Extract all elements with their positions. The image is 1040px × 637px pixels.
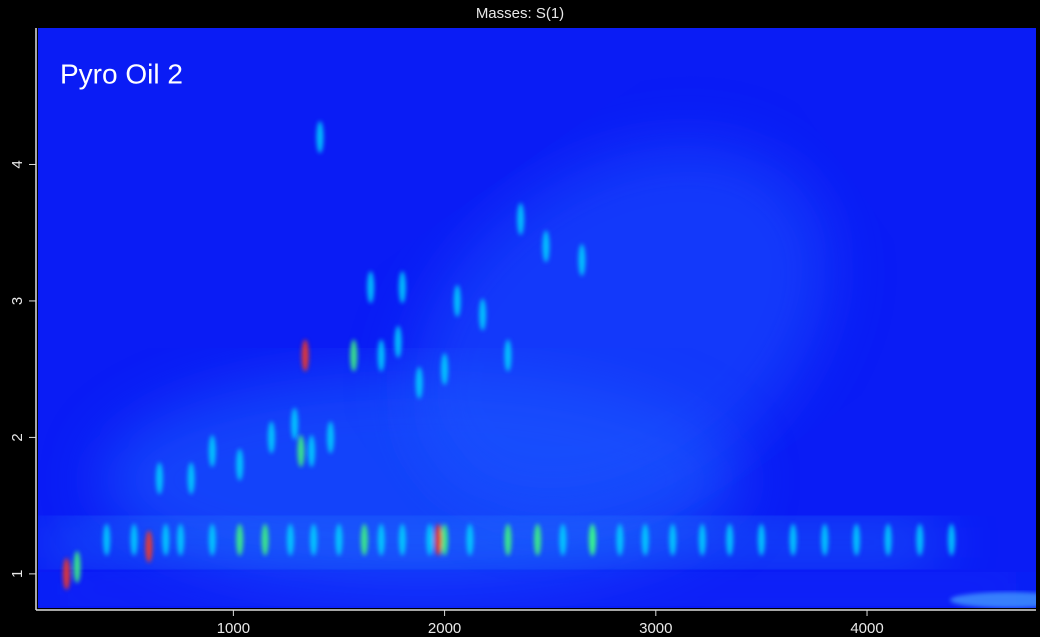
- peak: [327, 421, 335, 454]
- peak: [426, 523, 434, 556]
- peak: [434, 523, 442, 556]
- peak: [310, 523, 318, 556]
- peak: [884, 523, 892, 556]
- x-tick-label: 1000: [217, 620, 250, 637]
- peak: [187, 462, 195, 495]
- peak: [398, 271, 406, 304]
- peak: [534, 523, 542, 556]
- peak: [398, 523, 406, 556]
- peak: [377, 339, 385, 372]
- peak: [63, 557, 71, 590]
- peak: [301, 339, 309, 372]
- peak: [236, 448, 244, 481]
- peak: [517, 203, 525, 236]
- peak: [316, 121, 324, 154]
- peak: [698, 523, 706, 556]
- peak: [504, 339, 512, 372]
- peak: [466, 523, 474, 556]
- peak: [177, 523, 185, 556]
- peak: [616, 523, 624, 556]
- peak: [377, 523, 385, 556]
- peak: [669, 523, 677, 556]
- peak: [208, 435, 216, 468]
- peak: [559, 523, 567, 556]
- peak: [821, 523, 829, 556]
- peak: [479, 298, 487, 331]
- glow: [40, 144, 1036, 608]
- peak: [441, 353, 449, 386]
- peak: [261, 523, 269, 556]
- peak: [948, 523, 956, 556]
- y-tick-label: 4: [9, 160, 26, 168]
- peak: [145, 530, 153, 563]
- annotation: Pyro Oil 2: [60, 58, 183, 89]
- peak: [236, 523, 244, 556]
- peak: [542, 230, 550, 263]
- peak: [441, 523, 449, 556]
- y-tick-label: 1: [9, 570, 26, 578]
- peak: [415, 366, 423, 399]
- peaks: [63, 121, 956, 590]
- peak: [130, 523, 138, 556]
- peak: [504, 523, 512, 556]
- peak: [757, 523, 765, 556]
- peak: [73, 551, 81, 584]
- peak: [453, 284, 461, 317]
- x-tick-label: 3000: [639, 620, 672, 637]
- peak: [308, 435, 316, 468]
- peak: [103, 523, 111, 556]
- peak: [286, 523, 294, 556]
- peak: [291, 407, 299, 440]
- peak: [367, 271, 375, 304]
- peak: [588, 523, 596, 556]
- peak: [267, 421, 275, 454]
- x-tick-label: 4000: [850, 620, 883, 637]
- y-tick-label: 2: [9, 433, 26, 441]
- x-tick-label: 2000: [428, 620, 461, 637]
- y-tick-label: 3: [9, 297, 26, 305]
- peak: [297, 435, 305, 468]
- peak: [916, 523, 924, 556]
- peak: [360, 523, 368, 556]
- chart-title: Masses: S(1): [476, 5, 564, 22]
- peak: [726, 523, 734, 556]
- peak: [641, 523, 649, 556]
- peak: [578, 244, 586, 276]
- peak: [350, 339, 358, 372]
- peak: [789, 523, 797, 556]
- peak: [852, 523, 860, 556]
- peak: [394, 325, 402, 358]
- peak: [335, 523, 343, 556]
- peak: [162, 523, 170, 556]
- peak: [208, 523, 216, 556]
- peak: [155, 462, 163, 495]
